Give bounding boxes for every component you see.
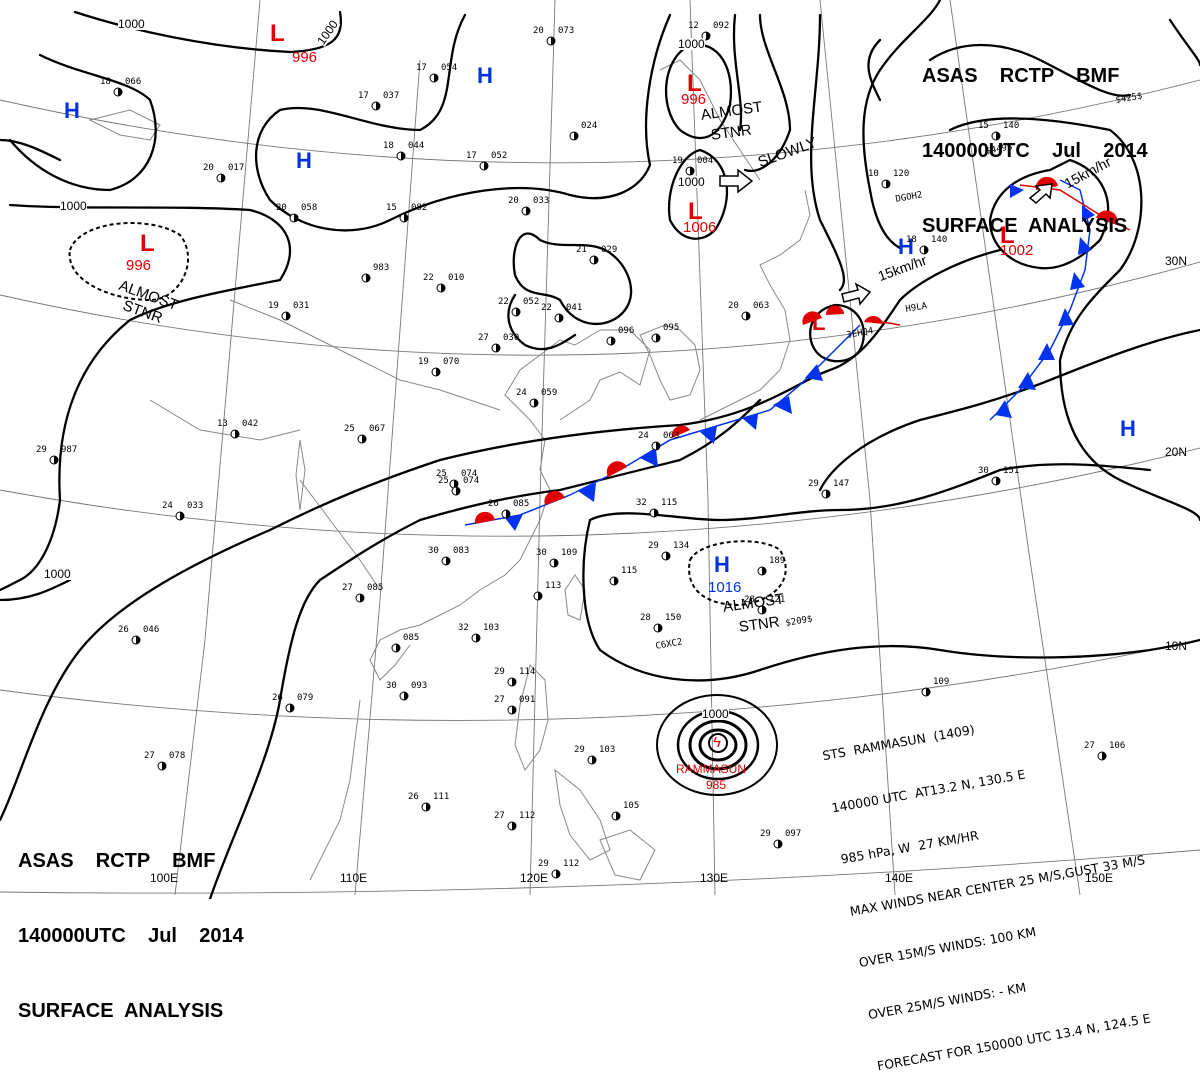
typhoon-isobar [656, 694, 778, 796]
isobar [862, 68, 902, 250]
chart-header-top: ASAS RCTP BMF 140000UTC Jul 2014 SURFACE… [922, 14, 1148, 264]
isobar [0, 203, 292, 592]
isobar [512, 232, 633, 325]
storm-info-line: OVER 15M/S WINDS: 100 KM [857, 924, 1038, 971]
header-product: SURFACE ANALYSIS [922, 215, 1128, 237]
arrow-right-icon [1028, 183, 1053, 204]
surface-analysis-map [0, 0, 1200, 899]
isobar [588, 463, 1152, 522]
warm-front-semicircle [474, 511, 495, 524]
dashed-isobar [688, 540, 787, 607]
parallel-line [0, 639, 1200, 721]
korea-coast [639, 324, 701, 401]
luzon-coast [514, 664, 549, 772]
cold-front-triangle [995, 400, 1012, 418]
chart-header-bottom: ASAS RCTP BMF 140000UTC Jul 2014 SURFACE… [18, 799, 244, 1049]
header-time: 140000UTC Jul 2014 [18, 925, 244, 947]
isobar [928, 43, 1132, 97]
isobar [0, 138, 62, 162]
isobar [809, 303, 865, 363]
header-source: ASAS RCTP BMF [922, 65, 1120, 87]
japan-coast [699, 189, 811, 421]
meridian-line [174, 0, 261, 896]
typhoon-isobar [708, 733, 728, 753]
graticule [0, 0, 1200, 896]
inland-border [229, 299, 501, 411]
dashed-isobars [68, 222, 787, 607]
cold-front-triangle [1058, 308, 1074, 326]
isobar [8, 53, 157, 192]
cold-front-triangle [1082, 205, 1095, 222]
storm-info-line: FORECAST FOR 150000 UTC 13.4 N, 124.5 E [875, 1010, 1152, 1074]
inland-border [149, 399, 301, 441]
cold-front-triangle [578, 483, 596, 502]
cold-front-triangle [1078, 237, 1092, 255]
isobar [948, 117, 1200, 522]
isobar [818, 328, 1200, 492]
storm-info-line: OVER 25M/S WINDS: - KM [866, 979, 1028, 1022]
vietnam-coast [309, 699, 361, 881]
visayas-coast [554, 768, 611, 861]
warm-front-semicircle [825, 305, 844, 315]
isobar [988, 158, 1110, 270]
storm-info-line: STS RAMMASUN (1409) [821, 721, 976, 764]
inland-border [299, 479, 381, 591]
isobar [732, 13, 743, 132]
isobar [0, 248, 1002, 822]
isobar [809, 13, 846, 292]
warm-front-semicircle [1096, 210, 1118, 225]
cold-front-triangle [640, 449, 658, 467]
mindanao-coast [599, 829, 656, 881]
movement-arrows [719, 168, 1053, 306]
warm-front-semicircle [606, 461, 627, 477]
meridian-line [819, 0, 896, 896]
warm-front-semicircle [802, 311, 822, 325]
isobar [878, 0, 942, 72]
cold-front-triangle [1070, 272, 1085, 290]
cold-front-triangle [505, 514, 523, 531]
cold-front-triangle [700, 426, 717, 444]
sakhalin-coast [659, 59, 761, 181]
meridian-line [529, 0, 556, 896]
cold-front-triangle [1038, 343, 1055, 360]
isobar [867, 38, 882, 102]
cold-front-triangle [773, 396, 792, 414]
typhoon-isobar [698, 728, 738, 762]
warm-front-semicircle [864, 315, 883, 324]
header-source: ASAS RCTP BMF [18, 850, 216, 872]
meridian-line [949, 0, 1081, 896]
meridian-line [354, 59, 421, 896]
storm-info-line: 140000 UTC AT13.2 N, 130.5 E [830, 766, 1027, 815]
warm-front-semicircle [544, 490, 565, 505]
isobar [664, 43, 733, 139]
storm-info-line: 985 hPa, W 27 KM/HR [839, 827, 980, 867]
dashed-isobar [68, 222, 190, 302]
storm-info-line: MAX WINDS NEAR CENTER 25 M/S,GUST 33 M/S [848, 851, 1147, 919]
cold-front-triangle [1018, 372, 1036, 390]
header-time: 140000UTC Jul 2014 [922, 140, 1148, 162]
cold-front-triangle [742, 414, 758, 430]
isobar [507, 293, 577, 351]
china-coast [369, 329, 651, 681]
isobar [0, 578, 72, 602]
header-product: SURFACE ANALYSIS [18, 1000, 224, 1022]
parallel-line [0, 261, 1200, 356]
taiwan-coast [564, 574, 586, 621]
warm-front-semicircle [671, 425, 690, 438]
arrow-right-icon [719, 168, 754, 194]
isobar [743, 13, 792, 173]
isobar [254, 13, 672, 232]
warm-front [474, 176, 1131, 524]
island-coast [295, 439, 306, 511]
cold-front-barbs [505, 184, 1095, 531]
arrow-right-icon [841, 282, 872, 306]
cold-front-triangle [1010, 184, 1024, 198]
meridian-line [689, 0, 716, 896]
isobar [208, 398, 762, 899]
typhoon-isobar [688, 719, 748, 771]
parallel-line [0, 849, 1200, 894]
cold-front-triangle [805, 364, 823, 381]
isobar [582, 518, 1200, 682]
